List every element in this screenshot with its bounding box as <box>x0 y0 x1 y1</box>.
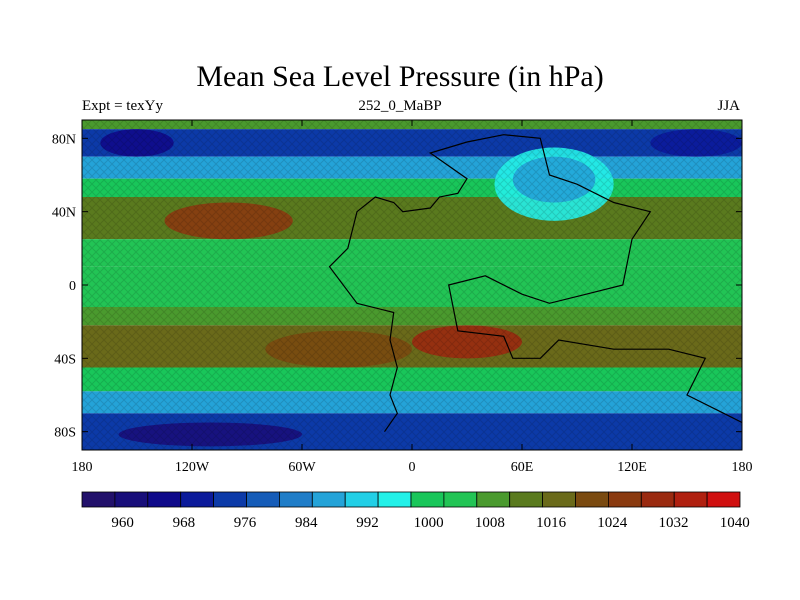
lon-tick-label: 60E <box>511 460 534 475</box>
colorbar-swatch <box>608 491 642 508</box>
lon-tick-label: 180 <box>732 460 753 475</box>
colorbar-swatch <box>706 491 741 508</box>
colorbar-swatch <box>377 491 412 508</box>
lat-tick-label: 0 <box>69 279 76 294</box>
colorbar-swatch <box>509 491 544 508</box>
colorbar-label: 1008 <box>475 515 505 531</box>
lon-tick-label: 120E <box>617 460 647 475</box>
lat-tick-label: 80S <box>54 426 76 441</box>
colorbar-swatch <box>246 491 280 508</box>
colorbar-swatch <box>81 491 116 508</box>
colorbar-swatch <box>114 491 149 508</box>
colorbar-label: 1000 <box>414 515 444 531</box>
season-label: JJA <box>717 98 740 114</box>
colorbar-label: 1040 <box>720 515 750 531</box>
lon-tick-label: 0 <box>409 460 416 475</box>
map-title: Mean Sea Level Pressure (in hPa) <box>196 60 604 93</box>
experiment-label: Expt = texYy <box>82 98 163 114</box>
colorbar-label: 1016 <box>536 515 567 531</box>
colorbar-swatch <box>147 491 182 508</box>
coastline <box>328 134 742 433</box>
lat-tick-label: 40N <box>52 206 76 221</box>
colorbar-label: 992 <box>356 515 379 531</box>
colorbar-swatch <box>640 491 675 508</box>
colorbar-swatch <box>673 491 708 508</box>
colorbar-swatch <box>180 491 214 508</box>
colorbar-swatch <box>278 491 313 508</box>
colorbar: 960 968 976 984 992 1000 1008 1016 1024 1032 1040 <box>81 491 750 531</box>
colorbar-swatch <box>542 491 576 508</box>
lat-tick-label: 40S <box>54 352 76 367</box>
axis-ticks: 180 120W 60W 0 60E 120E 180 80N 40N 0 40S 80S <box>52 120 753 475</box>
period-label: 252_0_MaBP <box>358 98 442 114</box>
lon-tick-label: 120W <box>175 460 210 475</box>
colorbar-label: 976 <box>234 515 257 531</box>
lon-tick-label: 180 <box>72 460 93 475</box>
hatch-overlay <box>82 120 742 450</box>
colorbar-label: 984 <box>295 515 318 531</box>
colorbar-label: 1024 <box>597 515 628 531</box>
colorbar-swatch <box>443 491 478 508</box>
lon-tick-label: 60W <box>288 460 316 475</box>
colorbar-swatch <box>311 491 346 508</box>
colorbar-swatch <box>410 491 445 508</box>
colorbar-swatch <box>476 491 511 508</box>
colorbar-label: 960 <box>111 515 134 531</box>
lat-tick-label: 80N <box>52 132 76 147</box>
colorbar-label: 1032 <box>658 515 688 531</box>
colorbar-label: 968 <box>173 515 196 531</box>
colorbar-swatch <box>575 491 609 508</box>
colorbar-swatch <box>344 491 379 508</box>
colorbar-swatch <box>213 491 247 508</box>
coastline-path <box>328 134 742 433</box>
